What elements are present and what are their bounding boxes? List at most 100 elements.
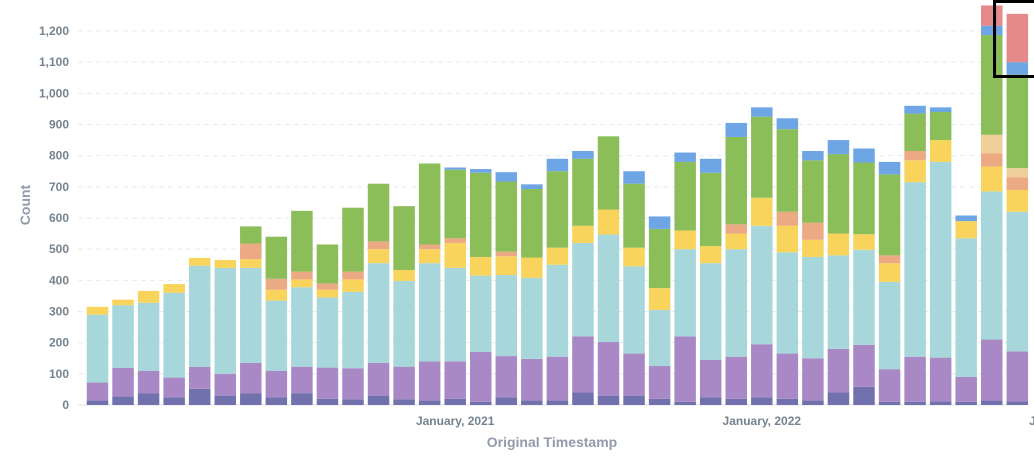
bar-segment[interactable] [725,122,748,137]
bar-segment[interactable] [623,395,645,405]
bar-stack[interactable] [342,207,364,405]
bar-segment[interactable] [86,306,109,315]
bar-segment[interactable] [674,249,696,337]
bar-segment[interactable] [623,266,645,354]
bar-segment[interactable] [776,211,799,226]
bar-segment[interactable] [240,226,262,244]
bar-segment[interactable] [981,400,1003,405]
bar-segment[interactable] [521,400,543,405]
bar-segment[interactable] [495,181,518,252]
bar-segment[interactable] [444,167,466,170]
bar-segment[interactable] [393,366,415,400]
bar-segment[interactable] [674,336,696,402]
bar-segment[interactable] [597,234,620,343]
bar-segment[interactable] [495,251,518,257]
bar-segment[interactable] [776,129,799,212]
bar-stack[interactable] [418,163,441,405]
bar-segment[interactable] [929,161,952,358]
bar-segment[interactable] [418,263,441,362]
bar-segment[interactable] [853,234,875,250]
bar-segment[interactable] [546,158,569,172]
bar-segment[interactable] [316,398,339,405]
bar-segment[interactable] [137,302,160,371]
bar-segment[interactable] [981,134,1003,154]
bar-segment[interactable] [827,154,850,234]
bar-stack[interactable] [316,244,339,405]
bar-segment[interactable] [112,305,134,368]
bar-segment[interactable] [521,184,543,190]
bar-segment[interactable] [597,395,620,405]
bar-stack[interactable] [827,140,850,405]
bar-segment[interactable] [316,244,339,284]
bar-segment[interactable] [955,238,977,377]
bar-stack[interactable] [367,183,390,405]
bar-segment[interactable] [648,398,671,405]
bar-segment[interactable] [904,160,926,183]
bar-segment[interactable] [470,401,492,405]
bar-stack[interactable] [776,118,799,405]
bar-segment[interactable] [470,172,492,257]
bar-stack[interactable] [572,150,594,405]
bar-segment[interactable] [291,366,313,394]
bar-segment[interactable] [802,160,824,223]
bar-segment[interactable] [802,256,824,359]
bar-segment[interactable] [648,216,671,229]
bar-segment[interactable] [521,358,543,401]
bar-stack[interactable] [904,105,926,405]
bar-segment[interactable] [342,207,364,272]
bar-segment[interactable] [367,362,390,396]
bar-segment[interactable] [444,267,466,362]
bar-segment[interactable] [470,256,492,276]
bar-stack[interactable] [265,236,288,405]
bar-segment[interactable] [981,153,1003,167]
bar-segment[interactable] [623,171,645,184]
bar-segment[interactable] [776,118,799,130]
bar-segment[interactable] [827,140,850,155]
bar-segment[interactable] [495,256,518,276]
bar-segment[interactable] [981,339,1003,401]
bar-segment[interactable] [470,275,492,353]
bar-segment[interactable] [827,348,850,393]
bar-segment[interactable] [86,314,109,383]
bar-segment[interactable] [674,230,696,250]
bar-segment[interactable] [623,183,645,248]
bar-segment[interactable] [929,357,952,402]
bar-stack[interactable] [112,299,134,405]
bar-segment[interactable] [572,392,594,405]
bar-stack[interactable] [86,306,109,405]
bar-stack[interactable] [878,161,901,405]
bar-segment[interactable] [240,267,262,363]
bar-segment[interactable] [291,287,313,367]
bar-segment[interactable] [393,270,415,281]
bar-stack[interactable] [751,107,773,405]
bar-segment[interactable] [725,136,748,225]
bar-segment[interactable] [981,166,1003,192]
bar-segment[interactable] [521,277,543,359]
bar-segment[interactable] [418,361,441,401]
bar-segment[interactable] [597,342,620,396]
bar-segment[interactable] [546,400,569,405]
bar-segment[interactable] [699,172,722,247]
bar-stack[interactable] [188,257,211,405]
bar-segment[interactable] [751,197,773,226]
bar-segment[interactable] [725,249,748,357]
bar-stack[interactable] [981,5,1003,405]
bar-segment[interactable] [725,224,748,234]
bar-segment[interactable] [776,225,799,253]
bar-segment[interactable] [1006,351,1029,402]
bar-segment[interactable] [367,183,390,242]
bar-segment[interactable] [699,158,722,173]
bar-stack[interactable] [444,167,466,405]
bar-segment[interactable] [265,397,288,405]
bar-segment[interactable] [418,163,441,245]
bar-stack[interactable] [546,158,569,405]
bar-segment[interactable] [214,373,237,396]
bar-segment[interactable] [367,241,390,250]
bar-stack[interactable] [214,260,237,405]
bar-segment[interactable] [163,377,185,398]
bar-segment[interactable] [265,236,288,279]
bar-segment[interactable] [1006,74,1029,169]
bar-stack[interactable] [802,150,824,405]
bar-segment[interactable] [751,116,773,198]
bar-segment[interactable] [827,233,850,256]
